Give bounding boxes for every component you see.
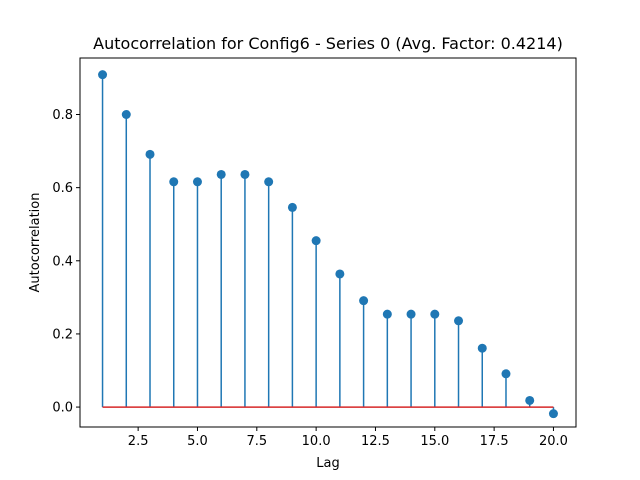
x-axis-label: Lag (316, 456, 339, 471)
x-tick-label: 2.5 (128, 434, 149, 449)
stem-marker (287, 202, 297, 212)
stem-marker (216, 169, 226, 179)
y-axis-ticks: 0.0 0.2 0.4 0.6 0.8 (52, 108, 80, 416)
stem-marker (501, 369, 511, 379)
stem-marker (406, 309, 416, 319)
stem-marker (264, 177, 274, 187)
y-tick-label: 0.0 (52, 401, 73, 416)
y-tick-label: 0.8 (52, 108, 73, 123)
x-tick-label: 17.5 (480, 434, 509, 449)
y-tick-label: 0.4 (52, 254, 73, 269)
y-axis-label: Autocorrelation (28, 193, 43, 293)
stem-marker (430, 309, 440, 319)
x-axis-ticks: 2.5 5.0 7.5 10.0 12.5 15.0 17.5 20.0 (128, 427, 568, 449)
stem-marker (240, 169, 250, 179)
y-tick-label: 0.6 (52, 181, 73, 196)
plot-marks (98, 70, 558, 419)
x-tick-label: 20.0 (539, 434, 568, 449)
x-tick-label: 12.5 (361, 434, 390, 449)
y-tick-label: 0.2 (52, 327, 73, 342)
stem-marker (548, 409, 558, 419)
stem-marker (192, 177, 202, 187)
stem-marker (382, 309, 392, 319)
x-tick-label: 10.0 (302, 434, 331, 449)
plot-frame (79, 57, 577, 428)
stem-marker (477, 343, 487, 353)
x-tick-label: 7.5 (246, 434, 267, 449)
x-tick-label: 15.0 (420, 434, 449, 449)
x-tick-label: 5.0 (187, 434, 208, 449)
stem-marker (121, 110, 131, 120)
chart-title: Autocorrelation for Config6 - Series 0 (… (93, 34, 563, 53)
stem-marker (311, 236, 321, 246)
stem-marker (454, 316, 464, 326)
stem-marker (359, 296, 369, 306)
stem-marker (98, 70, 108, 80)
stem-marker (525, 395, 535, 405)
stem-marker (169, 177, 179, 187)
stem-marker (145, 149, 155, 159)
stem-marker (335, 269, 345, 279)
